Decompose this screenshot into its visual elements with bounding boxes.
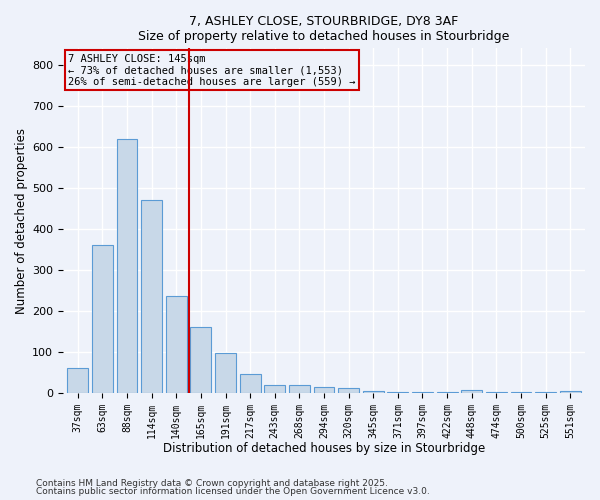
- Bar: [363, 391, 384, 393]
- Bar: [535, 392, 556, 393]
- Bar: [289, 386, 310, 393]
- Bar: [338, 388, 359, 393]
- Bar: [116, 138, 137, 393]
- Text: Contains public sector information licensed under the Open Government Licence v3: Contains public sector information licen…: [36, 487, 430, 496]
- Y-axis label: Number of detached properties: Number of detached properties: [15, 128, 28, 314]
- Bar: [486, 392, 507, 393]
- Bar: [215, 352, 236, 393]
- Bar: [511, 392, 532, 393]
- Bar: [239, 374, 260, 393]
- Text: 7 ASHLEY CLOSE: 145sqm
← 73% of detached houses are smaller (1,553)
26% of semi-: 7 ASHLEY CLOSE: 145sqm ← 73% of detached…: [68, 54, 356, 86]
- Bar: [67, 368, 88, 393]
- Bar: [141, 200, 162, 393]
- Bar: [264, 384, 285, 393]
- Bar: [166, 296, 187, 393]
- Bar: [388, 392, 409, 393]
- Bar: [190, 327, 211, 393]
- Bar: [437, 392, 458, 393]
- Text: Contains HM Land Registry data © Crown copyright and database right 2025.: Contains HM Land Registry data © Crown c…: [36, 478, 388, 488]
- Bar: [314, 386, 334, 393]
- Bar: [92, 245, 113, 393]
- X-axis label: Distribution of detached houses by size in Stourbridge: Distribution of detached houses by size …: [163, 442, 485, 455]
- Bar: [560, 391, 581, 393]
- Bar: [461, 390, 482, 393]
- Title: 7, ASHLEY CLOSE, STOURBRIDGE, DY8 3AF
Size of property relative to detached hous: 7, ASHLEY CLOSE, STOURBRIDGE, DY8 3AF Si…: [139, 15, 509, 43]
- Bar: [412, 392, 433, 393]
